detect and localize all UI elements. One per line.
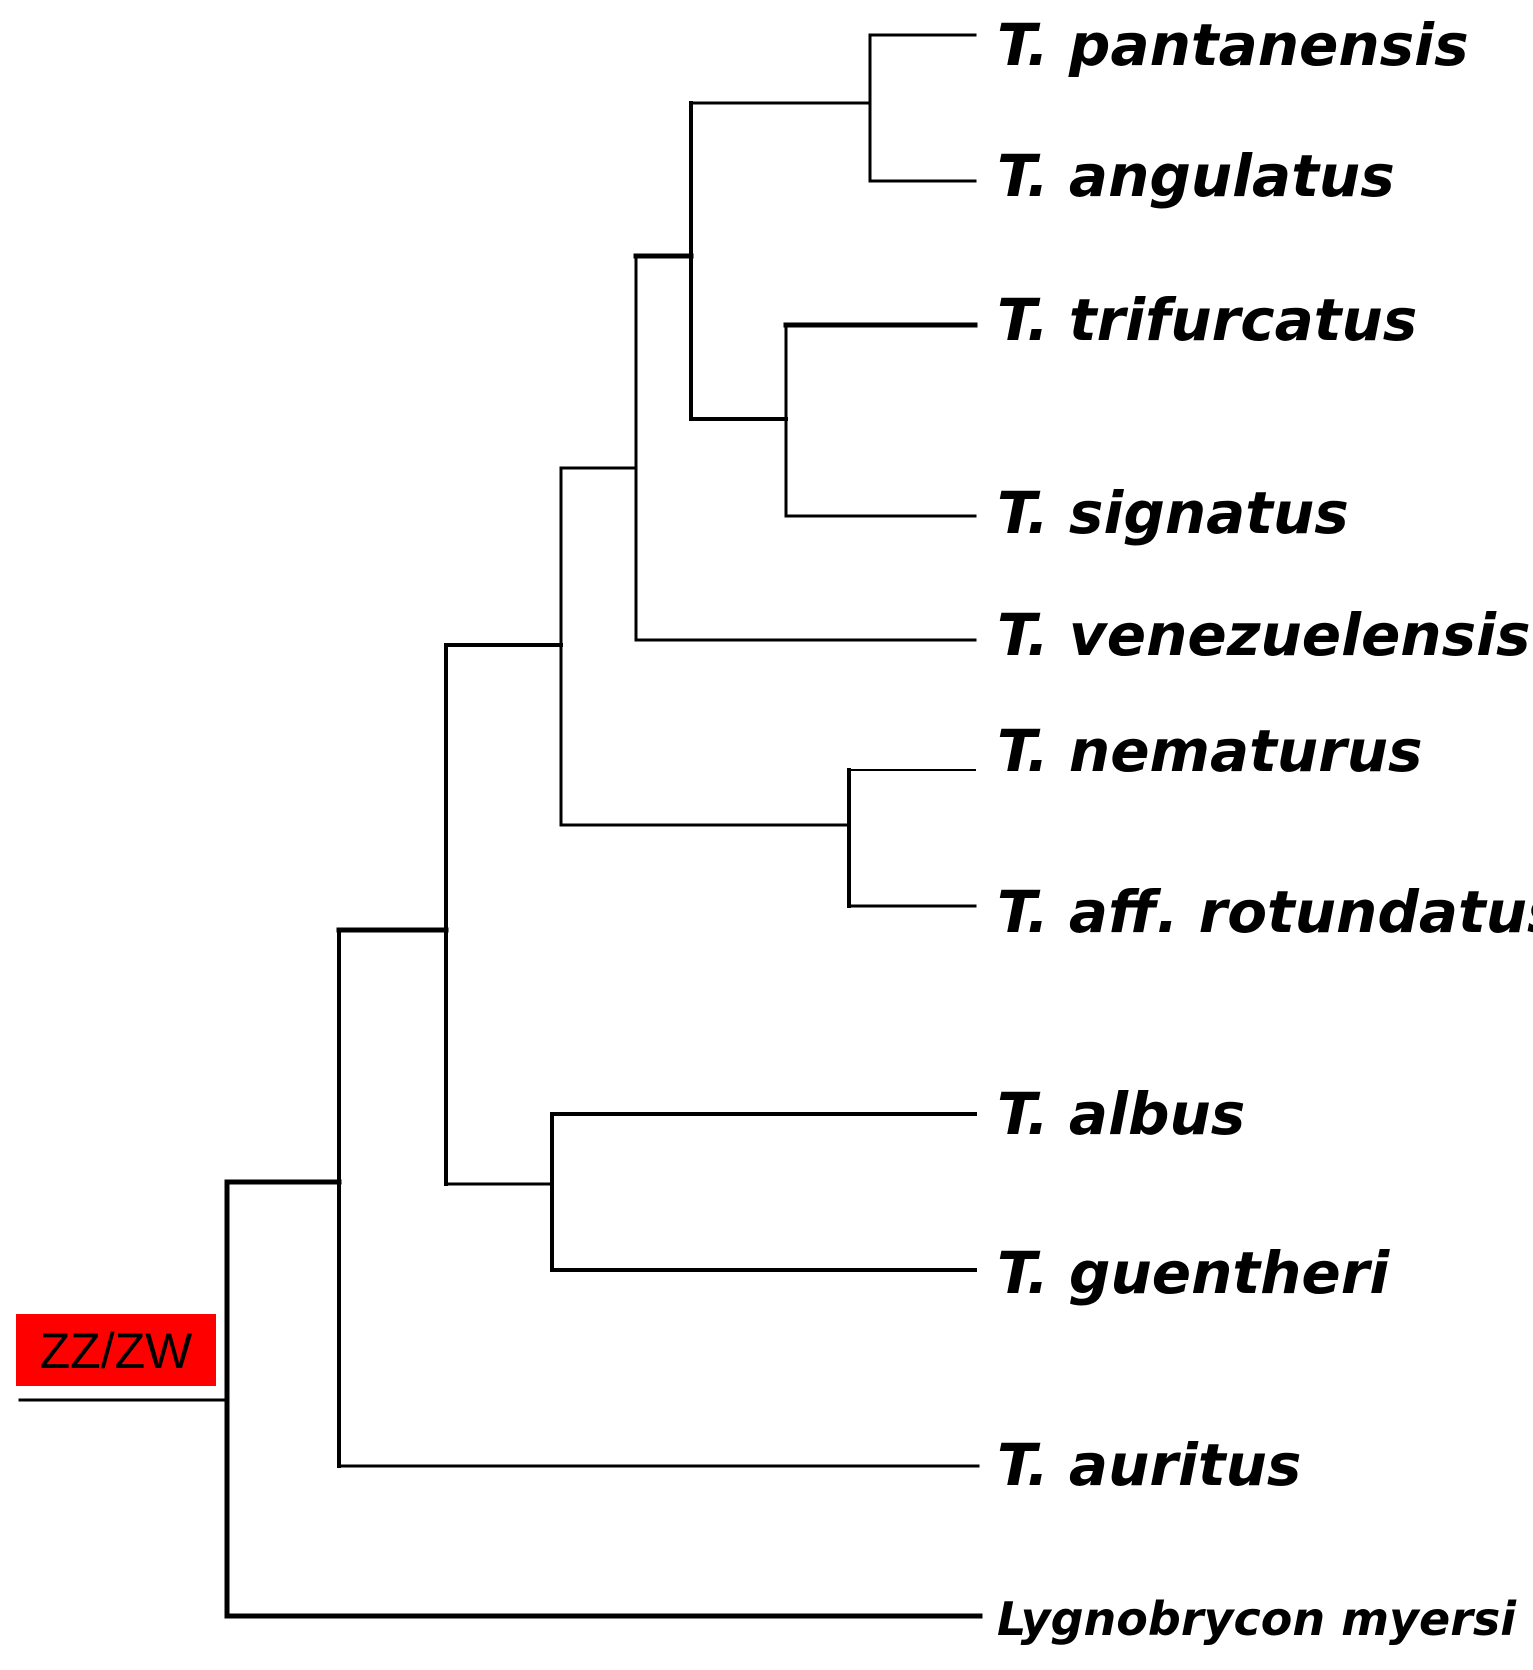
zzzw-marker-box bbox=[16, 1314, 216, 1386]
taxon-label-venezuelensis: T. venezuelensis bbox=[997, 601, 1531, 669]
taxon-label-guentheri: T. guentheri bbox=[997, 1239, 1390, 1307]
taxon-label-angulatus: T. angulatus bbox=[997, 142, 1395, 210]
taxon-label-pantanensis: T. pantanensis bbox=[997, 11, 1469, 79]
taxon-label-lygnobrycon: Lygnobrycon myersi bbox=[997, 1592, 1517, 1646]
taxon-label-albus: T. albus bbox=[997, 1080, 1245, 1148]
taxon-label-auritus: T. auritus bbox=[997, 1431, 1301, 1499]
taxon-label-aff-rotundatus: T. aff. rotundatus bbox=[997, 878, 1533, 946]
taxon-label-trifurcatus: T. trifurcatus bbox=[997, 286, 1417, 354]
zzzw-marker-label: ZZ/ZW bbox=[40, 1323, 194, 1379]
taxon-label-signatus: T. signatus bbox=[997, 479, 1349, 547]
taxon-label-nematurus: T. nematurus bbox=[997, 717, 1423, 785]
